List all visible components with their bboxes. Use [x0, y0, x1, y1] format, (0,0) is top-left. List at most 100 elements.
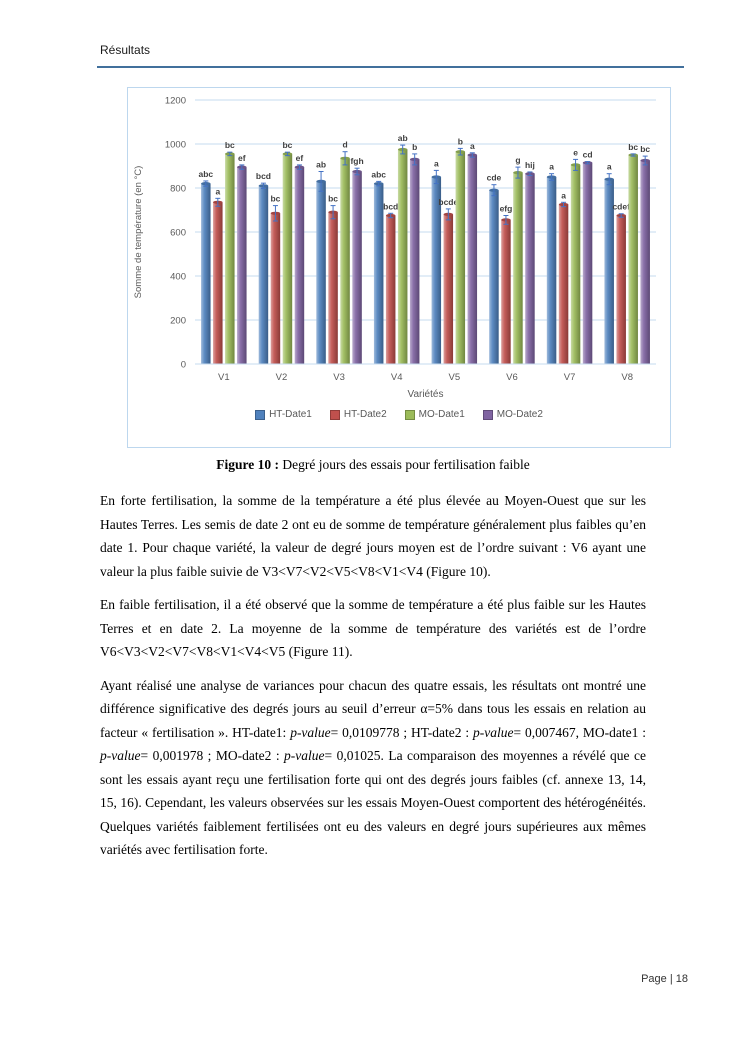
legend-swatch [329, 409, 340, 420]
data-label: g [515, 155, 520, 165]
text-run: p-value [290, 724, 331, 740]
data-label: bc [328, 194, 338, 204]
data-label: a [434, 158, 439, 168]
data-label: cdef [612, 202, 630, 212]
bar-MO-Date1-V5 [455, 151, 466, 364]
bar-HT-Date2-V1 [213, 202, 223, 364]
page-number: Page | 18 [641, 973, 688, 985]
data-label: bcde [438, 197, 458, 207]
data-label: abc [198, 169, 213, 179]
legend-label: HT-Date2 [343, 409, 387, 420]
bar-HT-Date1-V2 [258, 185, 269, 364]
bar-MO-Date2-V1 [237, 167, 247, 364]
legend-item-HT-Date1: HT-Date1 [255, 409, 312, 420]
data-label: a [470, 141, 475, 151]
x-tick-label: V7 [564, 372, 576, 383]
data-label: efg [500, 204, 513, 214]
bar-MO-Date1-V7 [570, 164, 581, 364]
data-label: ab [316, 160, 326, 170]
bar-MO-Date1-V8 [628, 155, 638, 364]
chart-legend: HT-Date1 HT-Date2 MO-Date1 MO-Date2 [128, 409, 670, 420]
legend-item-MO-Date2: MO-Date2 [482, 409, 543, 420]
x-tick-label: V1 [218, 372, 230, 383]
data-label: bc [282, 140, 292, 150]
bar-HT-Date1-V3 [316, 181, 326, 364]
figure-caption: Figure 10 : Degré jours des essais pour … [100, 457, 646, 473]
bar-HT-Date1-V7 [546, 177, 557, 364]
paragraph-2: En faible fertilisation, il a été observ… [100, 593, 646, 664]
data-label: d [342, 140, 347, 150]
data-label: cd [583, 150, 593, 160]
bar-HT-Date2-V2 [270, 213, 281, 364]
bar-HT-Date1-V1 [201, 183, 211, 364]
y-tick-label: 1200 [165, 96, 186, 107]
text-run: Degré jours des essais pour fertilisatio… [278, 457, 530, 472]
text-run: = 0,007467, MO-date1 : [513, 724, 646, 740]
page-header-title: Résultats [100, 43, 151, 57]
body-text: En forte fertilisation, la somme de la t… [100, 489, 646, 872]
bar-HT-Date1-V8 [604, 179, 614, 364]
data-label: ef [296, 153, 304, 163]
bar-HT-Date2-V6 [501, 219, 511, 364]
paragraph-1: En forte fertilisation, la somme de la t… [100, 489, 646, 583]
x-tick-label: V3 [333, 372, 345, 383]
text-run: En forte fertilisation, la somme de la t… [100, 493, 646, 579]
chart-figure: 0 200 400 600 800 1000 1200 V1 abc a bc ef V2 bcd bc bc… [127, 87, 671, 448]
data-label: a [561, 190, 566, 200]
x-tick-label: V5 [449, 372, 461, 383]
data-label: a [549, 162, 554, 172]
y-tick-label: 600 [170, 228, 186, 239]
text-run: = 0,001978 ; MO-date2 : [140, 748, 285, 763]
data-label: ef [238, 153, 246, 163]
data-label: a [215, 186, 220, 196]
x-tick-label: V2 [276, 372, 288, 383]
legend-label: HT-Date1 [269, 409, 312, 420]
bar-HT-Date2-V3 [328, 212, 338, 364]
paragraph-3: Ayant réalisé une analyse de variances p… [100, 674, 646, 862]
bar-HT-Date1-V5 [431, 177, 442, 364]
data-label: b [458, 136, 463, 146]
bar-MO-Date2-V6 [525, 173, 535, 364]
bar-HT-Date2-V8 [616, 215, 626, 364]
bar-MO-Date2-V2 [294, 167, 305, 364]
text-run: Ayant réalisé une analyse de variances p… [100, 677, 646, 740]
y-axis-title: Somme de température (en °C) [133, 166, 144, 299]
y-tick-label: 0 [181, 360, 186, 371]
data-label: ab [398, 133, 408, 143]
bar-chart: 020040060080010001200V1abcabcefV2bcdbcbc… [133, 96, 656, 400]
data-label: cde [487, 173, 502, 183]
data-label: bc [640, 144, 650, 154]
header-rule [97, 66, 684, 68]
bar-MO-Date2-V7 [582, 162, 593, 364]
legend-item-MO-Date1: MO-Date1 [404, 409, 465, 420]
data-label: fgh [350, 156, 363, 166]
x-tick-label: V8 [621, 372, 633, 383]
legend-item-HT-Date2: HT-Date2 [329, 409, 387, 420]
text-run: = 0,0109778 ; HT-date2 : [330, 724, 474, 740]
bar-HT-Date1-V6 [489, 190, 499, 364]
y-tick-label: 200 [170, 316, 186, 327]
legend-label: MO-Date1 [418, 409, 465, 420]
data-label: e [573, 147, 578, 157]
data-label: abc [371, 169, 386, 179]
data-label: bc [225, 140, 235, 150]
bar-MO-Date2-V5 [467, 155, 478, 364]
text-run: En faible fertilisation, il a été observ… [100, 597, 646, 659]
text-run: = 0,01025. La comparaison des moyennes a… [100, 748, 646, 857]
text-run: p-value [284, 748, 325, 763]
bar-HT-Date2-V4 [385, 215, 396, 364]
text-run: p-value [100, 748, 141, 763]
bar-MO-Date2-V4 [409, 159, 420, 364]
text-run: p-value [473, 724, 514, 740]
bar-HT-Date2-V7 [558, 204, 569, 364]
x-axis-title: Variétés [408, 389, 444, 400]
legend-swatch [404, 409, 415, 420]
y-tick-label: 800 [170, 184, 186, 195]
bar-MO-Date1-V2 [282, 153, 293, 364]
bar-MO-Date1-V3 [340, 158, 350, 364]
data-label: a [607, 162, 612, 172]
data-label: bcd [256, 171, 271, 181]
data-label: bc [270, 194, 280, 204]
data-label: b [412, 142, 417, 152]
